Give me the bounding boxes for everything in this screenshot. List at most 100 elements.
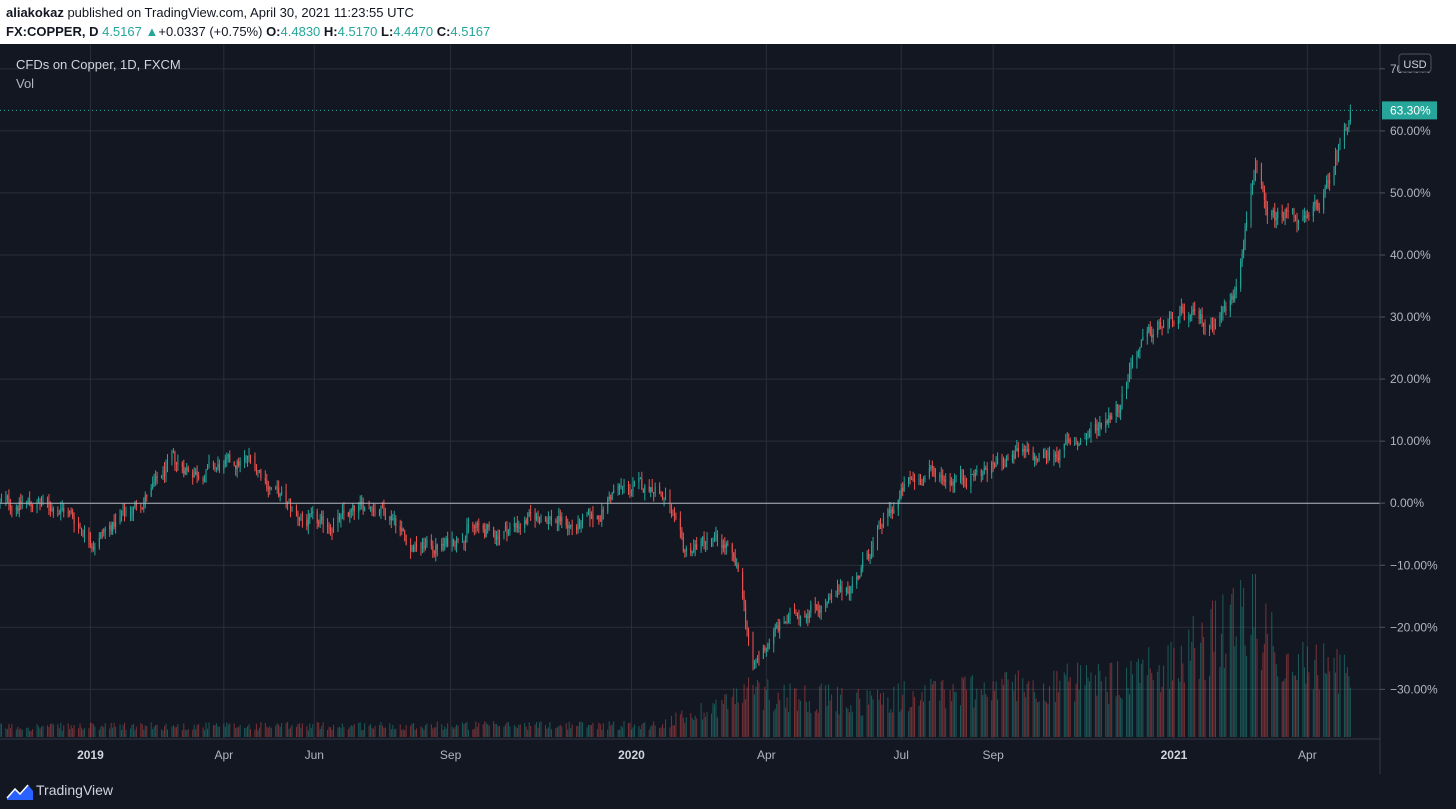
volume-bar — [836, 686, 839, 737]
candle-body — [1250, 190, 1252, 220]
volume-bar — [374, 725, 376, 737]
volume-bar — [404, 730, 406, 737]
candle-body — [57, 513, 59, 515]
volume-bar — [638, 726, 640, 737]
volume-bar — [546, 728, 548, 737]
candle-body — [776, 625, 778, 627]
currency-badge[interactable] — [1398, 53, 1432, 73]
candle-body — [742, 571, 744, 598]
volume-bar — [52, 724, 54, 737]
volume-bar — [331, 729, 333, 737]
candle-body — [156, 476, 158, 479]
y-tick-label: 30.00% — [1390, 310, 1431, 324]
volume-bar — [817, 712, 819, 737]
candle-body — [40, 504, 43, 506]
candle-body — [1163, 326, 1165, 328]
volume-bar — [527, 730, 529, 737]
time-axis[interactable]: 2019 Apr Jun Sep 2020 Apr Jul Sep 2021 Apr — [77, 748, 1317, 762]
volume-bar — [558, 725, 560, 737]
candle-body — [183, 466, 185, 474]
volume-bar — [599, 724, 601, 737]
volume-bar — [862, 715, 864, 737]
candle-body — [1077, 444, 1079, 446]
candle-body — [1085, 438, 1088, 440]
candle-body — [1117, 404, 1119, 411]
candle-body — [536, 516, 538, 520]
candle-body — [482, 524, 484, 530]
candle-body — [104, 529, 106, 531]
brand-name[interactable]: TradingView — [36, 782, 114, 798]
candle-body — [888, 510, 890, 514]
volume-bar — [767, 679, 769, 737]
volume-bar — [101, 725, 103, 737]
candle-body — [1256, 164, 1258, 166]
candle-body — [908, 477, 910, 484]
chart-area[interactable]: 70.00%60.00%50.00%40.00%30.00%20.00%10.0… — [0, 44, 1456, 774]
candle-body — [310, 513, 312, 515]
volume-bar — [442, 730, 444, 737]
publisher-name[interactable]: aliakokaz — [6, 5, 64, 20]
volume-bar — [1327, 657, 1329, 737]
volume-bar — [1158, 665, 1160, 737]
candle-body — [371, 507, 373, 512]
candle-body — [703, 536, 705, 544]
candle-body — [1026, 449, 1028, 451]
candle-body — [788, 615, 790, 623]
candle-body — [1324, 186, 1326, 195]
candle-body — [933, 468, 935, 470]
volume-bar — [897, 683, 899, 737]
volume-bar — [245, 728, 247, 737]
volume-bar — [965, 689, 967, 737]
volume-bar — [582, 722, 584, 737]
volume-bar — [733, 688, 735, 737]
candle-body — [267, 487, 269, 490]
candle-body — [36, 503, 38, 509]
candle-body — [1274, 210, 1276, 221]
candle-body — [911, 479, 913, 480]
candle-body — [611, 492, 613, 500]
candle-body — [143, 502, 145, 508]
price-axis[interactable]: 70.00%60.00%50.00%40.00%30.00%20.00%10.0… — [1380, 62, 1438, 697]
candle-body — [1078, 442, 1080, 446]
volume-bar — [1308, 672, 1310, 737]
volume-bar — [121, 730, 123, 737]
price-chart[interactable]: 70.00%60.00%50.00%40.00%30.00%20.00%10.0… — [0, 44, 1456, 774]
volume-bar — [1057, 692, 1059, 737]
volume-bar — [420, 726, 422, 737]
volume-bar — [1271, 612, 1273, 737]
candle-body — [681, 529, 683, 538]
candle-body — [509, 527, 511, 532]
candle-body — [61, 507, 63, 509]
volume-bar — [424, 725, 426, 737]
volume-bar — [322, 722, 324, 737]
candle-body — [1161, 326, 1163, 328]
volume-bar — [353, 723, 355, 737]
candle-body — [405, 535, 407, 545]
x-tick-label: Apr — [1298, 748, 1317, 762]
volume-bar — [748, 677, 750, 737]
volume-bar — [399, 724, 401, 737]
candle-body — [675, 515, 677, 518]
volume-bar — [410, 725, 412, 737]
volume-bar — [1234, 646, 1236, 737]
volume-bar — [1281, 681, 1283, 737]
candle-body — [515, 523, 517, 525]
volume-bar — [1044, 700, 1046, 737]
volume-bar — [1315, 644, 1317, 737]
volume-bar — [430, 724, 432, 737]
candle-body — [166, 459, 169, 467]
volume-bar — [524, 722, 526, 737]
candle-body — [144, 495, 146, 503]
candle-body — [208, 461, 210, 466]
volume-bars — [0, 574, 1351, 737]
candle-body — [442, 543, 444, 546]
volume-bar — [1246, 655, 1248, 737]
candle-body — [1336, 155, 1338, 158]
tradingview-logo-icon[interactable] — [6, 782, 34, 802]
price-change: +0.0337 (+0.75%) — [158, 24, 263, 39]
last-price-label: 63.30% — [1382, 101, 1437, 120]
volume-bar — [98, 729, 100, 737]
candle-body — [275, 487, 277, 489]
candle-body — [98, 538, 100, 548]
volume-bar — [496, 724, 498, 737]
